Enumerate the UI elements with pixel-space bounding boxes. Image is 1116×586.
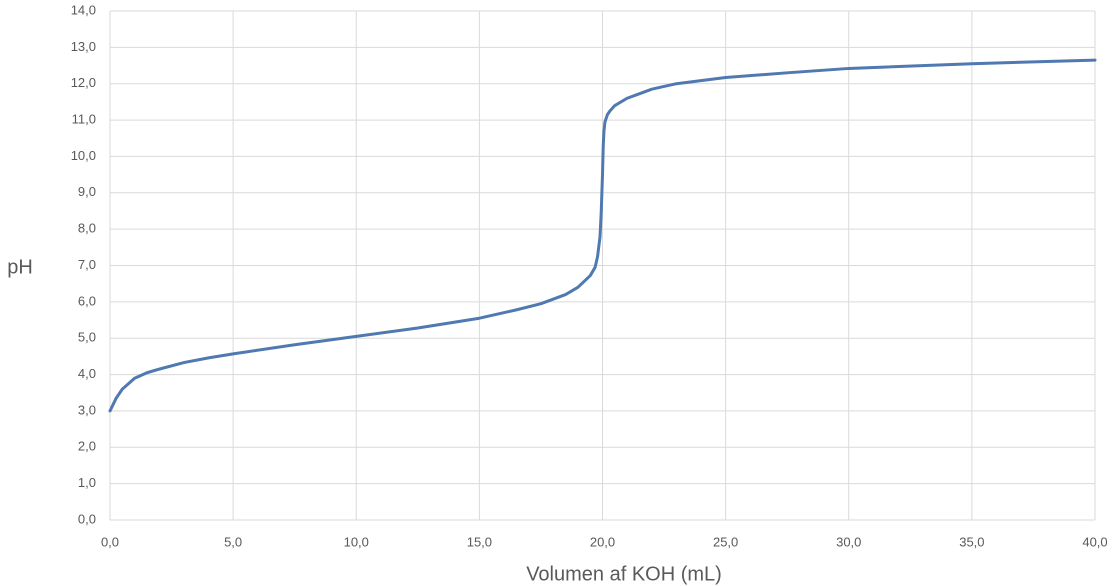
y-tick-label: 8,0 xyxy=(78,221,96,236)
x-tick-label: 30,0 xyxy=(836,534,861,549)
y-tick-label: 9,0 xyxy=(78,184,96,199)
y-tick-label: 14,0 xyxy=(71,2,96,17)
data-line xyxy=(108,58,1097,413)
y-tick-label: 10,0 xyxy=(71,148,96,163)
y-tick-label: 11,0 xyxy=(72,112,96,127)
x-tick-label: 35,0 xyxy=(959,534,984,549)
x-tick-label: 20,0 xyxy=(590,534,615,549)
x-tick-label: 5,0 xyxy=(224,534,242,549)
x-tick-label: 25,0 xyxy=(713,534,738,549)
x-tick-label: 0,0 xyxy=(101,534,119,549)
y-tick-label: 2,0 xyxy=(78,439,96,454)
x-tick-label: 40,0 xyxy=(1082,534,1107,549)
x-tick-label: 10,0 xyxy=(344,534,369,549)
x-tick-label: 15,0 xyxy=(467,534,492,549)
y-tick-label: 13,0 xyxy=(71,39,96,54)
y-tick-label: 12,0 xyxy=(71,75,96,90)
y-tick-label: 3,0 xyxy=(78,402,96,417)
y-tick-label: 5,0 xyxy=(78,330,96,345)
y-tick-label: 4,0 xyxy=(78,366,96,381)
y-axis-title: pH xyxy=(7,256,33,278)
y-tick-label: 7,0 xyxy=(78,257,96,272)
y-tick-label: 6,0 xyxy=(78,293,96,308)
x-axis-title: Volumen af KOH (mL) xyxy=(526,563,722,585)
y-tick-label: 1,0 xyxy=(78,475,96,490)
y-tick-label: 0,0 xyxy=(78,511,96,526)
